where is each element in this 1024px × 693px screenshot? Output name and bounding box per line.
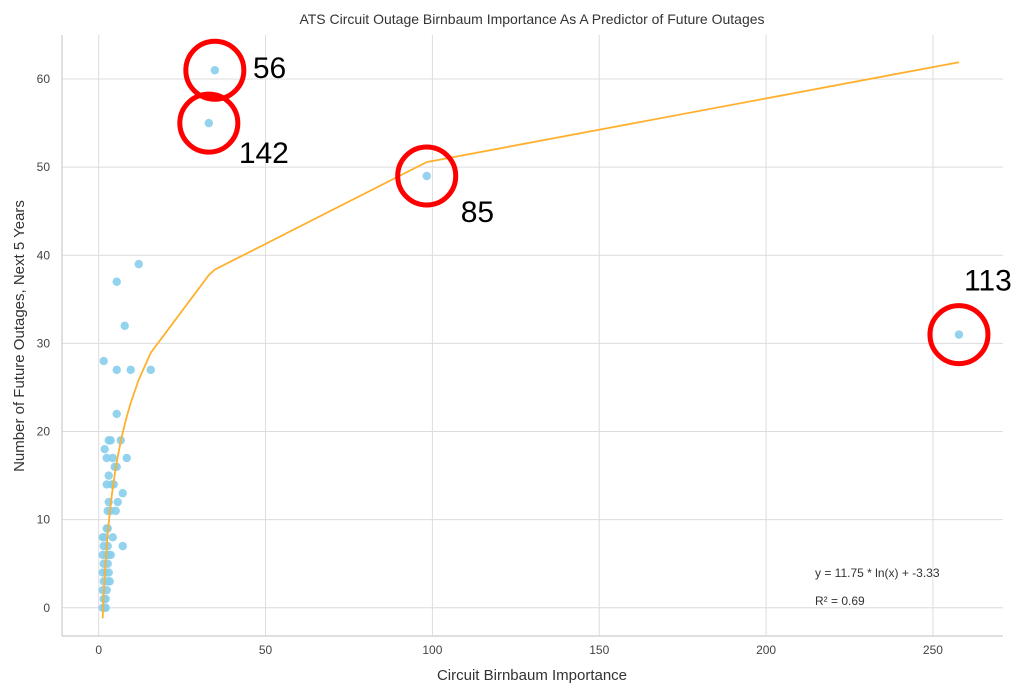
y-axis-label: Number of Future Outages, Next 5 Years (11, 200, 28, 472)
highlight-circle (183, 38, 247, 102)
y-tick-label: 10 (37, 513, 51, 527)
y-tick-label: 30 (37, 336, 51, 350)
data-point (104, 436, 113, 445)
data-point (122, 453, 131, 463)
data-point (210, 66, 220, 75)
data-point (120, 321, 129, 331)
tick-labels: 0 50 100 150 200 250 0 10 20 30 40 50 60 (37, 72, 944, 657)
x-axis-label: Circuit Birnbaum Importance (437, 667, 627, 684)
data-point (108, 533, 117, 542)
data-point (422, 171, 431, 181)
data-point (112, 277, 121, 286)
annotations: 56 142 85 113 (177, 38, 1012, 367)
data-point (954, 330, 964, 339)
data-point (104, 568, 113, 577)
data-point (126, 365, 135, 375)
x-tick-label: 100 (422, 643, 442, 657)
x-tick-label: 250 (923, 643, 943, 657)
data-point (146, 365, 155, 375)
data-point (99, 356, 108, 366)
data-point (102, 480, 111, 489)
data-point (118, 541, 127, 551)
data-point (134, 259, 143, 269)
data-point (204, 118, 214, 128)
y-tick-label: 20 (37, 425, 51, 439)
data-point (102, 453, 111, 463)
r-squared: R² = 0.69 (815, 594, 865, 608)
data-point (111, 506, 120, 516)
data-point (105, 577, 114, 586)
data-point (112, 365, 121, 375)
x-tick-label: 0 (95, 643, 102, 657)
fit-equation: y = 11.75 * ln(x) + -3.33 (815, 566, 940, 580)
x-tick-label: 50 (259, 643, 273, 657)
annotation-label: 56 (253, 52, 286, 85)
annotation-label: 113 (964, 265, 1012, 298)
data-point (108, 453, 117, 463)
highlight-circle (395, 144, 459, 208)
y-tick-label: 40 (37, 248, 51, 262)
grid (61, 35, 1003, 637)
data-point (118, 489, 127, 498)
highlight-circle (927, 303, 991, 367)
fit-curve (101, 61, 960, 619)
data-point (113, 497, 122, 507)
annotation-label: 85 (461, 196, 494, 229)
x-tick-label: 150 (589, 643, 609, 657)
annotation-label: 142 (239, 137, 289, 170)
data-point (104, 471, 113, 480)
chart-title: ATS Circuit Outage Birnbaum Importance A… (299, 11, 764, 27)
y-tick-label: 50 (37, 160, 51, 174)
fit-line (101, 61, 960, 619)
data-point (100, 603, 109, 613)
highlight-circle (177, 91, 241, 155)
data-point (112, 409, 121, 419)
x-tick-label: 200 (756, 643, 776, 657)
data-point (100, 444, 109, 454)
y-tick-label: 0 (43, 601, 50, 615)
data-point (103, 541, 112, 551)
y-tick-label: 60 (37, 72, 51, 86)
data-points (98, 66, 964, 613)
